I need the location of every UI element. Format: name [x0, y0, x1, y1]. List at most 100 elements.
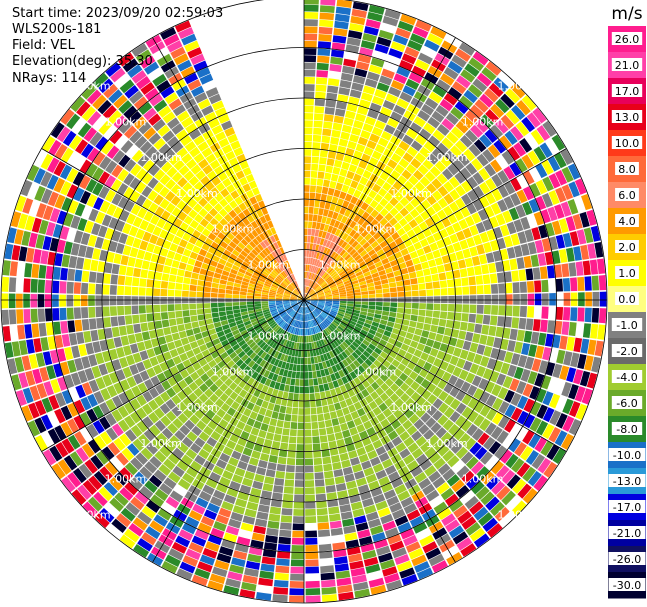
gate [353, 267, 362, 274]
gate [498, 71, 514, 87]
gate [304, 134, 313, 142]
gate [469, 104, 484, 119]
gate [322, 273, 329, 280]
gate [304, 48, 317, 56]
gate [357, 217, 366, 226]
gate [485, 109, 499, 124]
gate [587, 243, 597, 259]
gate [353, 120, 364, 130]
gate [456, 358, 466, 369]
gate [388, 282, 397, 288]
gate [401, 169, 412, 180]
gate [454, 312, 462, 321]
gate [436, 173, 448, 185]
gate [420, 210, 430, 221]
gate [387, 277, 396, 283]
gate [479, 181, 491, 195]
gate [332, 305, 339, 309]
gate [526, 214, 538, 228]
gate [535, 195, 547, 211]
gate [441, 371, 452, 382]
gate [374, 313, 382, 319]
gate [422, 158, 434, 171]
gate [413, 116, 427, 128]
gate [468, 57, 485, 72]
gate [369, 133, 380, 144]
gate [351, 251, 359, 259]
gate [398, 348, 407, 357]
gate [397, 20, 414, 33]
gate [517, 231, 527, 244]
gate [435, 104, 449, 118]
gate [448, 176, 460, 189]
gate [402, 152, 414, 163]
gate [305, 271, 307, 279]
gate [334, 276, 341, 282]
gate [308, 206, 314, 214]
gate [541, 293, 549, 306]
gate [481, 264, 490, 275]
gate [409, 122, 422, 134]
gate [345, 147, 355, 157]
gate [304, 76, 316, 84]
gate [414, 59, 430, 71]
gate [351, 8, 367, 19]
gate [422, 268, 431, 276]
gate [333, 28, 348, 37]
colorbar-tick-label: -26.0 [613, 553, 641, 566]
gate [304, 293, 306, 300]
gate [318, 230, 324, 238]
gate [503, 235, 513, 248]
gate [335, 266, 343, 273]
gate [559, 365, 570, 381]
gate [497, 199, 508, 212]
gate [327, 187, 335, 196]
gate [332, 293, 340, 296]
gate [326, 257, 333, 265]
gate [454, 171, 466, 184]
gate [381, 315, 389, 321]
gate [315, 259, 320, 267]
gate [317, 171, 325, 179]
gate [304, 127, 313, 135]
gate [517, 354, 528, 368]
gate [398, 262, 407, 270]
gate [450, 126, 464, 139]
gate [520, 216, 531, 230]
gate [385, 236, 394, 245]
gate [503, 196, 515, 210]
gate [541, 193, 553, 208]
gate [363, 26, 379, 36]
gate [504, 271, 512, 283]
gate [350, 317, 358, 323]
gate [586, 209, 597, 226]
gate [432, 190, 443, 201]
gate [460, 180, 473, 193]
gate [368, 328, 377, 336]
gate [354, 243, 362, 251]
gate [367, 236, 376, 245]
gate [455, 230, 466, 241]
gate [522, 383, 534, 398]
gate [516, 257, 525, 270]
gate [394, 237, 404, 246]
gate [317, 293, 325, 297]
gate [464, 257, 474, 268]
gate [473, 265, 482, 276]
gate [568, 322, 577, 337]
gate [568, 262, 577, 277]
gate [496, 272, 505, 283]
gate [412, 257, 421, 265]
gate [388, 86, 402, 98]
gate [431, 202, 442, 213]
gate [505, 88, 521, 104]
gate [432, 85, 447, 98]
gate [484, 205, 495, 218]
gate [307, 235, 311, 243]
colorbar-tick-label: 4.0 [618, 215, 636, 228]
gate [500, 362, 511, 375]
gate [320, 0, 336, 6]
gate [452, 366, 463, 378]
gate [310, 178, 317, 186]
gate [358, 277, 366, 283]
